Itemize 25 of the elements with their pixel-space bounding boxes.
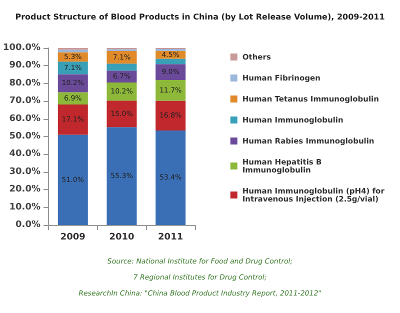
x-tick-label: 2010 (109, 232, 134, 242)
bar (156, 100, 186, 130)
bar (106, 64, 137, 71)
bar (58, 134, 88, 225)
y-tick-label: 10.0% (9, 202, 40, 212)
y-tick-label: 0.0% (16, 220, 40, 230)
bar (156, 130, 186, 225)
y-tick-label: 80.0% (9, 78, 40, 88)
y-tick-label: 60.0% (9, 114, 40, 124)
y-tick-label: 30.0% (9, 166, 40, 177)
x-tick-label: 2011 (158, 232, 184, 242)
bar (106, 127, 137, 225)
bar (106, 100, 137, 128)
y-tick-label: 20.0% (9, 184, 40, 195)
chart-title: Product Structure of Blood Products in China (by Lot Release Volume), 2009-2011 (15, 12, 386, 22)
bar (156, 80, 186, 101)
y-tick-label: 90.0% (9, 60, 40, 71)
bar (58, 74, 88, 92)
y-tick-label: 100.0% (2, 43, 40, 53)
x-tick-label: 2009 (60, 232, 86, 242)
y-tick-label: 40.0% (9, 149, 40, 160)
y-tick-label: 50.0% (9, 132, 40, 142)
y-tick-label: 70.0% (9, 96, 40, 106)
bar (156, 58, 186, 64)
bar (58, 104, 88, 135)
